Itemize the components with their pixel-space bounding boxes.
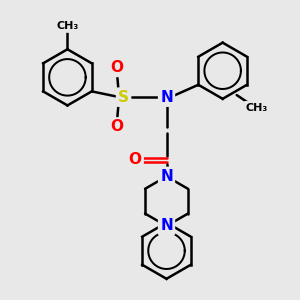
Text: O: O [110, 60, 124, 75]
Text: N: N [160, 169, 173, 184]
Text: N: N [160, 90, 173, 105]
Text: N: N [160, 218, 173, 233]
Text: O: O [129, 152, 142, 167]
Text: O: O [110, 119, 124, 134]
Text: CH₃: CH₃ [245, 103, 268, 112]
Text: S: S [118, 90, 129, 105]
Text: CH₃: CH₃ [56, 21, 79, 31]
